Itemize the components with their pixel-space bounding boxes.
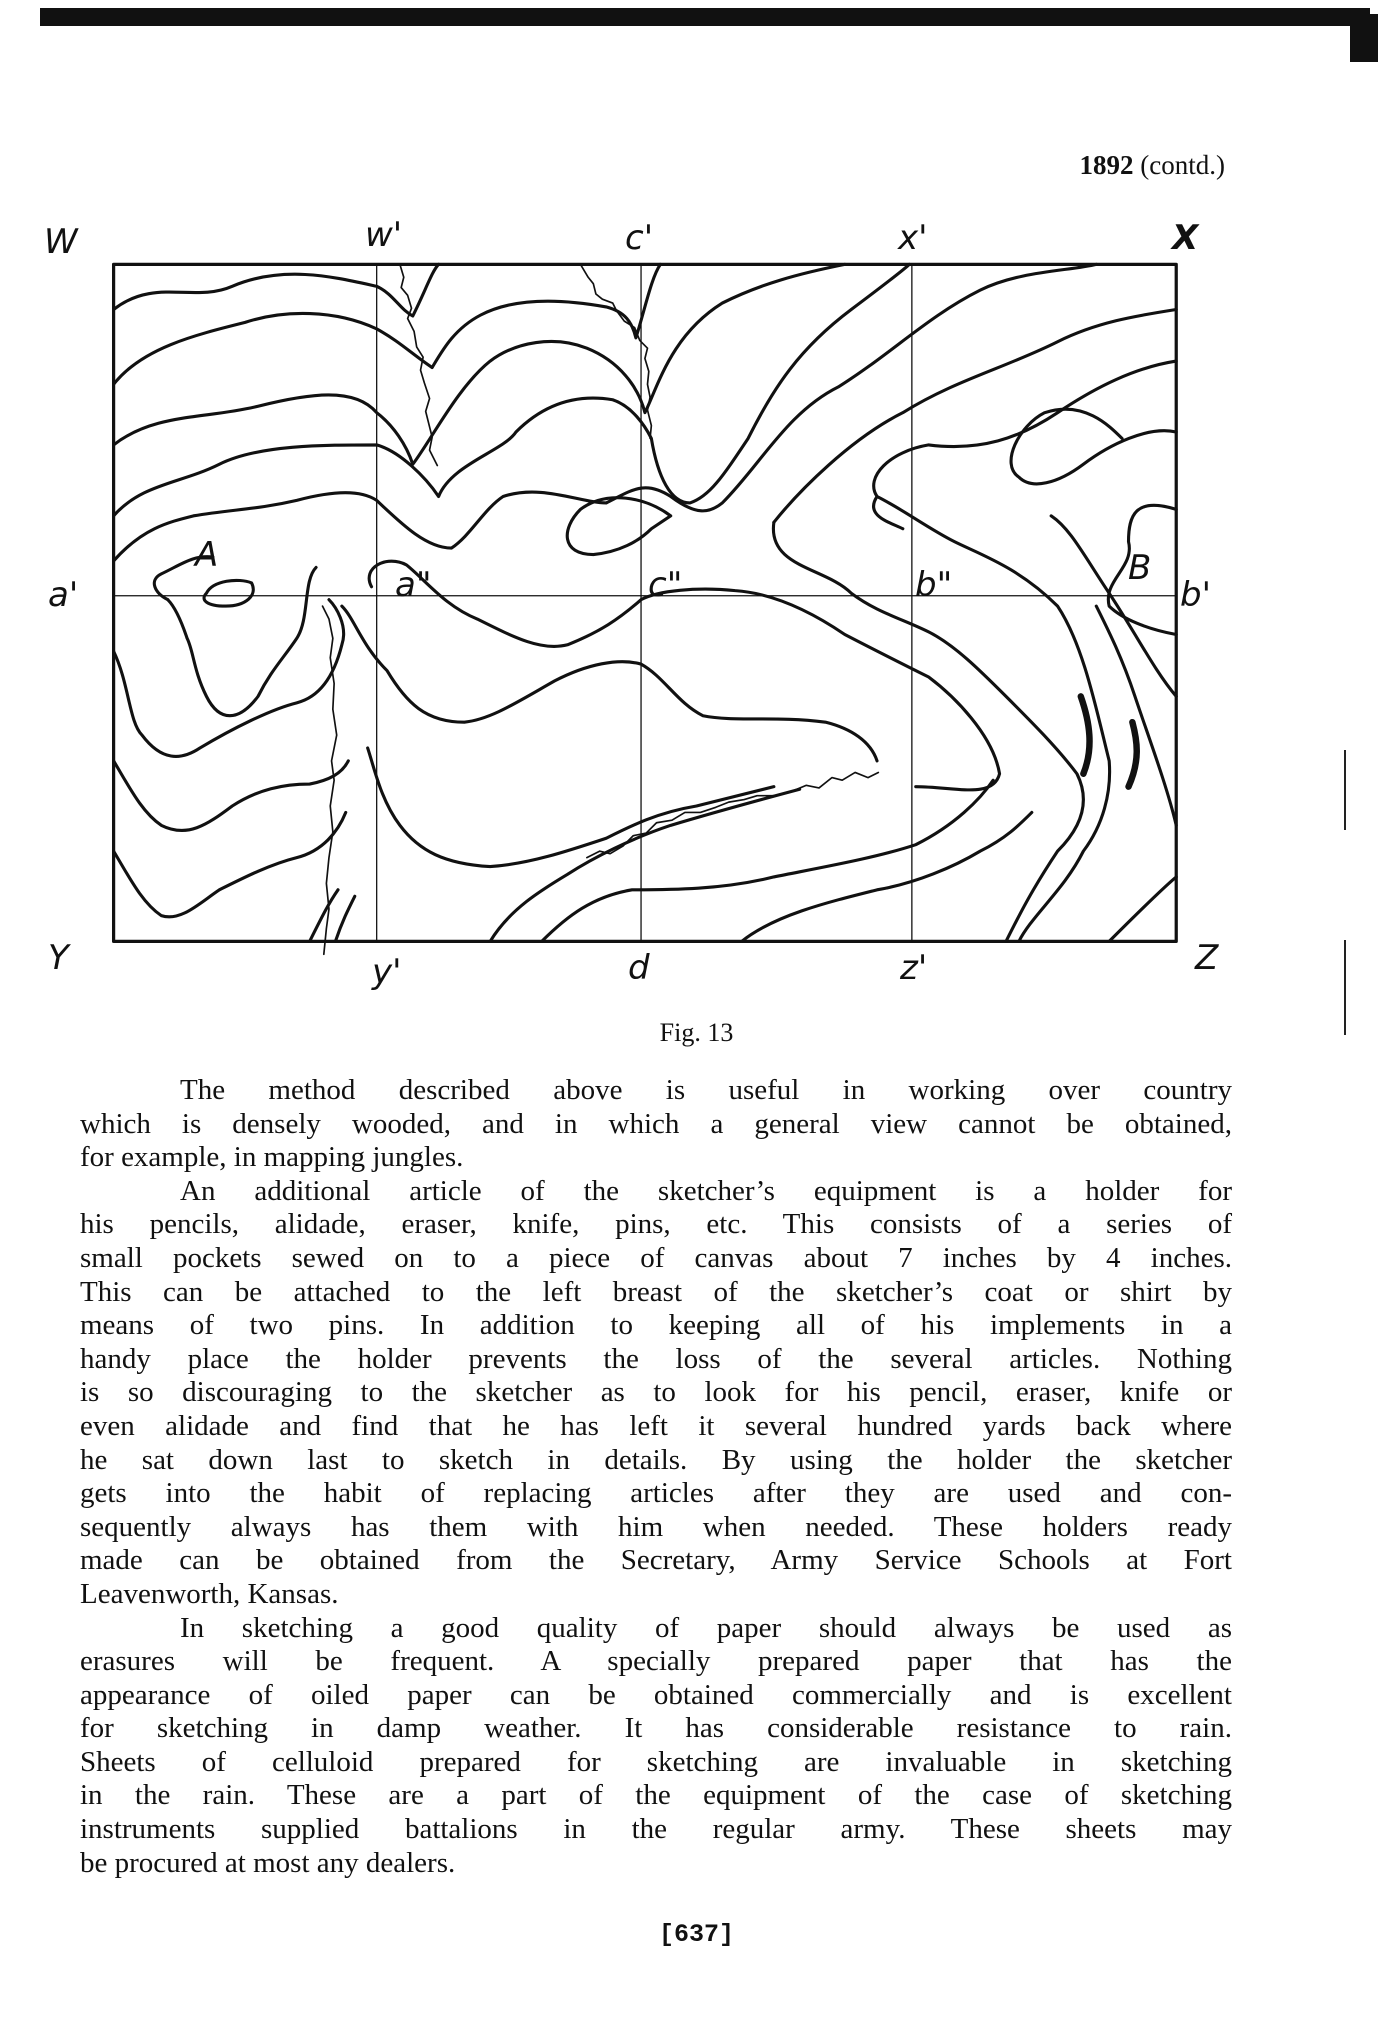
header-year: 1892: [1079, 150, 1134, 180]
contour-lines: [112, 262, 1178, 943]
paragraph: The method described above is useful in …: [80, 1074, 1232, 1175]
text-line: even alidade and find that he has left i…: [80, 1409, 1232, 1442]
paragraph: In sketching a good quality of paper sho…: [80, 1612, 1232, 1881]
figure-caption: Fig. 13: [659, 1018, 734, 1047]
paragraph: An additional article of the sketcher’s …: [80, 1175, 1232, 1612]
grid-label-w1: w': [365, 215, 403, 255]
grid-label-b2: b": [915, 565, 953, 605]
text-line: sequently always has them with him when …: [80, 1510, 1232, 1543]
text-line: handy place the holder prevents the loss…: [80, 1342, 1232, 1375]
margin-mark: [1344, 750, 1346, 830]
text-line: Leavenworth, Kansas.: [80, 1577, 339, 1610]
text-line: for sketching in damp weather. It has co…: [80, 1712, 1232, 1745]
text-line: An additional article of the sketcher’s …: [180, 1174, 1232, 1207]
running-header: 1892 (contd.): [1080, 150, 1225, 181]
corner-label-Z: Z: [1195, 938, 1219, 978]
scan-edge-bar: [40, 8, 1370, 26]
grid-label-d: d: [628, 948, 650, 988]
contour-hill-A: [202, 578, 255, 608]
text-line: his pencils, alidade, eraser, knife, pin…: [80, 1208, 1232, 1241]
grid-label-c2: c": [648, 565, 683, 605]
contour-island: [565, 496, 673, 557]
text-line: appearance of oiled paper can be obtaine…: [80, 1678, 1232, 1711]
text-line: Sheets of celluloid prepared for sketchi…: [80, 1745, 1232, 1778]
scan-edge-mark: [1350, 14, 1378, 62]
text-line: in the rain. These are a part of the equ…: [80, 1779, 1232, 1812]
text-line: In sketching a good quality of paper sho…: [180, 1611, 1232, 1644]
text-line: which is densely wooded, and in which a …: [80, 1107, 1232, 1140]
text-line: made can be obtained from the Secretary,…: [80, 1544, 1232, 1577]
grid-label-c1: c': [625, 218, 654, 258]
header-note: (contd.): [1140, 150, 1225, 180]
text-line: This can be attached to the left breast …: [80, 1275, 1232, 1308]
stream-lines: [321, 263, 880, 956]
page-number: [637]: [658, 1920, 734, 1949]
grid-label-x1: x': [898, 218, 928, 258]
text-line: small pockets sewed on to a piece of can…: [80, 1241, 1232, 1274]
grid-label-a1: a': [48, 575, 79, 615]
corner-label-Y: Y: [48, 938, 69, 978]
corner-label-W: W: [44, 222, 78, 262]
contour-heavy: [1077, 693, 1093, 777]
text-line: instruments supplied battalions in the r…: [80, 1813, 1232, 1846]
grid-lines: [112, 263, 1177, 943]
text-line: The method described above is useful in …: [180, 1074, 1232, 1106]
hill-label-A: A: [195, 535, 219, 575]
body-text: The method described above is useful in …: [80, 1074, 1232, 1880]
margin-mark: [1344, 940, 1346, 1035]
hill-label-B: B: [1128, 548, 1152, 588]
corner-label-X: X: [1172, 218, 1199, 258]
map-border: [111, 262, 1178, 944]
text-line: be procured at most any dealers.: [80, 1846, 456, 1879]
grid-label-a2: a": [395, 565, 432, 605]
text-line: is so discouraging to the sketcher as to…: [80, 1376, 1232, 1409]
text-line: gets into the habit of replacing article…: [80, 1477, 1232, 1510]
text-line: means of two pins. In addition to keepin…: [80, 1309, 1232, 1342]
grid-label-y1: y': [372, 952, 402, 992]
text-line: for example, in mapping jungles.: [80, 1141, 464, 1174]
text-line: he sat down last to sketch in details. B…: [80, 1443, 1232, 1476]
text-line: erasures will be frequent. A specially p…: [80, 1645, 1232, 1678]
grid-label-z1: z': [900, 948, 928, 988]
contour-heavy: [1125, 718, 1140, 790]
grid-label-b1: b': [1180, 575, 1211, 615]
